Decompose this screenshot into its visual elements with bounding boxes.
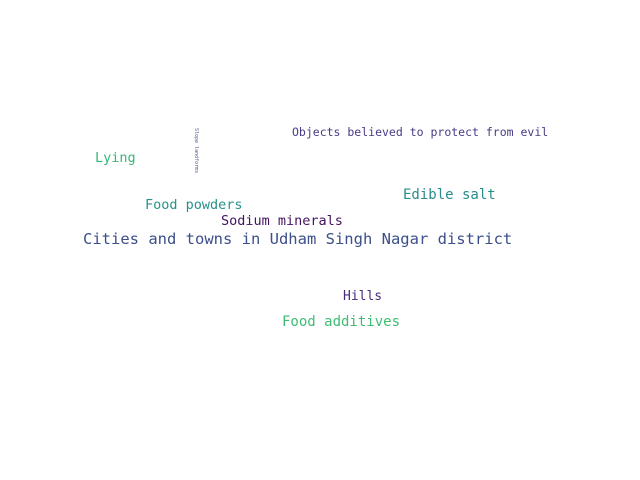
word-slope-landforms: Slope landforms (193, 128, 199, 174)
word-food-additives: Food additives (282, 314, 401, 330)
word-hills: Hills (343, 289, 383, 304)
word-food-powders: Food powders (145, 197, 243, 213)
word-cities: Cities and towns in Udham Singh Nagar di… (83, 230, 513, 248)
word-lying: Lying (95, 150, 136, 166)
word-edible-salt: Edible salt (403, 187, 496, 203)
word-objects-believed: Objects believed to protect from evil (292, 125, 549, 139)
word-sodium-minerals: Sodium minerals (221, 213, 343, 229)
